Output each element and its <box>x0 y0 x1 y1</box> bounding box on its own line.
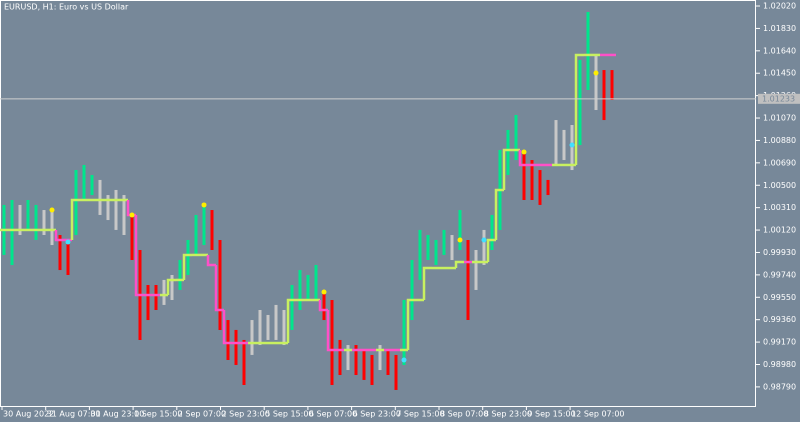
y-tick-label: 1.00880 <box>763 136 796 145</box>
y-tick-label: 1.01830 <box>763 24 796 33</box>
x-tick-label: 2 Sep 07:00 <box>178 410 226 419</box>
x-tick-label: 5 Sep 15:00 <box>265 410 313 419</box>
y-tick-label: 1.00120 <box>763 226 796 235</box>
signal-dot <box>593 70 599 76</box>
trend-line <box>486 238 496 263</box>
x-tick-label: 6 Sep 23:00 <box>353 410 401 419</box>
y-tick-label: 0.99170 <box>763 338 796 347</box>
trend-line <box>574 53 584 165</box>
signal-dot <box>481 237 487 243</box>
y-tick-label: 1.00310 <box>763 203 796 212</box>
y-tick-label: 0.98790 <box>763 382 796 391</box>
x-tick-label: 9 Sep 15:00 <box>527 410 575 419</box>
trend-line <box>222 310 232 345</box>
trend-line <box>182 253 192 280</box>
trend-line <box>406 298 416 350</box>
current-price-box <box>758 93 800 104</box>
x-tick-label: 31 Aug 07:00 <box>47 410 101 419</box>
signal-dot <box>65 239 71 245</box>
x-tick-label: 2 Sep 23:00 <box>222 410 270 419</box>
y-tick-label: 1.01070 <box>763 114 796 123</box>
y-tick-label: 1.01640 <box>763 46 796 55</box>
y-tick-label: 1.00690 <box>763 158 796 167</box>
trend-line <box>214 264 224 312</box>
y-tick-label: 0.99550 <box>763 293 796 302</box>
signal-dot <box>569 142 575 148</box>
y-tick-label: 0.99360 <box>763 315 796 324</box>
signal-dot <box>457 237 463 243</box>
x-tick-label: 30 Aug 2022 <box>3 410 54 419</box>
signal-dot <box>321 289 327 295</box>
y-tick-label: 1.02020 <box>763 2 796 11</box>
y-tick-label: 0.99740 <box>763 270 796 279</box>
chart-title: EURUSD, H1: Euro vs US Dollar <box>4 3 129 12</box>
signal-dot <box>129 212 135 218</box>
y-tick-label: 0.98980 <box>763 360 796 369</box>
trend-line <box>518 149 528 167</box>
x-tick-label: 8 Sep 07:00 <box>440 410 488 419</box>
y-tick-label: 0.99930 <box>763 248 796 257</box>
x-tick-label: 12 Sep 07:00 <box>571 410 624 419</box>
trend-line <box>70 198 80 240</box>
y-tick-label: 1.00500 <box>763 181 796 190</box>
trend-line <box>134 214 144 297</box>
x-tick-label: 7 Sep 15:00 <box>396 410 444 419</box>
trend-line <box>326 310 336 352</box>
trend-line <box>286 298 296 344</box>
signal-dot <box>201 202 207 208</box>
x-tick-label: 1 Sep 15:00 <box>134 410 182 419</box>
x-tick-label: 8 Sep 23:00 <box>484 410 532 419</box>
trend-line <box>494 188 504 240</box>
trend-line <box>318 299 328 312</box>
trend-line <box>206 254 216 267</box>
signal-dot <box>521 149 527 155</box>
plot-frame <box>0 0 756 407</box>
x-tick-label: 31 Aug 23:00 <box>90 410 144 419</box>
trend-line <box>166 278 176 296</box>
trend-line <box>54 229 64 242</box>
trend-line <box>422 266 432 300</box>
signal-dot <box>49 207 55 213</box>
trend-line <box>502 148 512 190</box>
x-tick-label: 6 Sep 07:00 <box>309 410 357 419</box>
y-tick-label: 1.01450 <box>763 69 796 78</box>
trend-line <box>454 260 464 269</box>
signal-dot <box>401 357 407 363</box>
current-price-label: 1.01233 <box>762 94 795 103</box>
